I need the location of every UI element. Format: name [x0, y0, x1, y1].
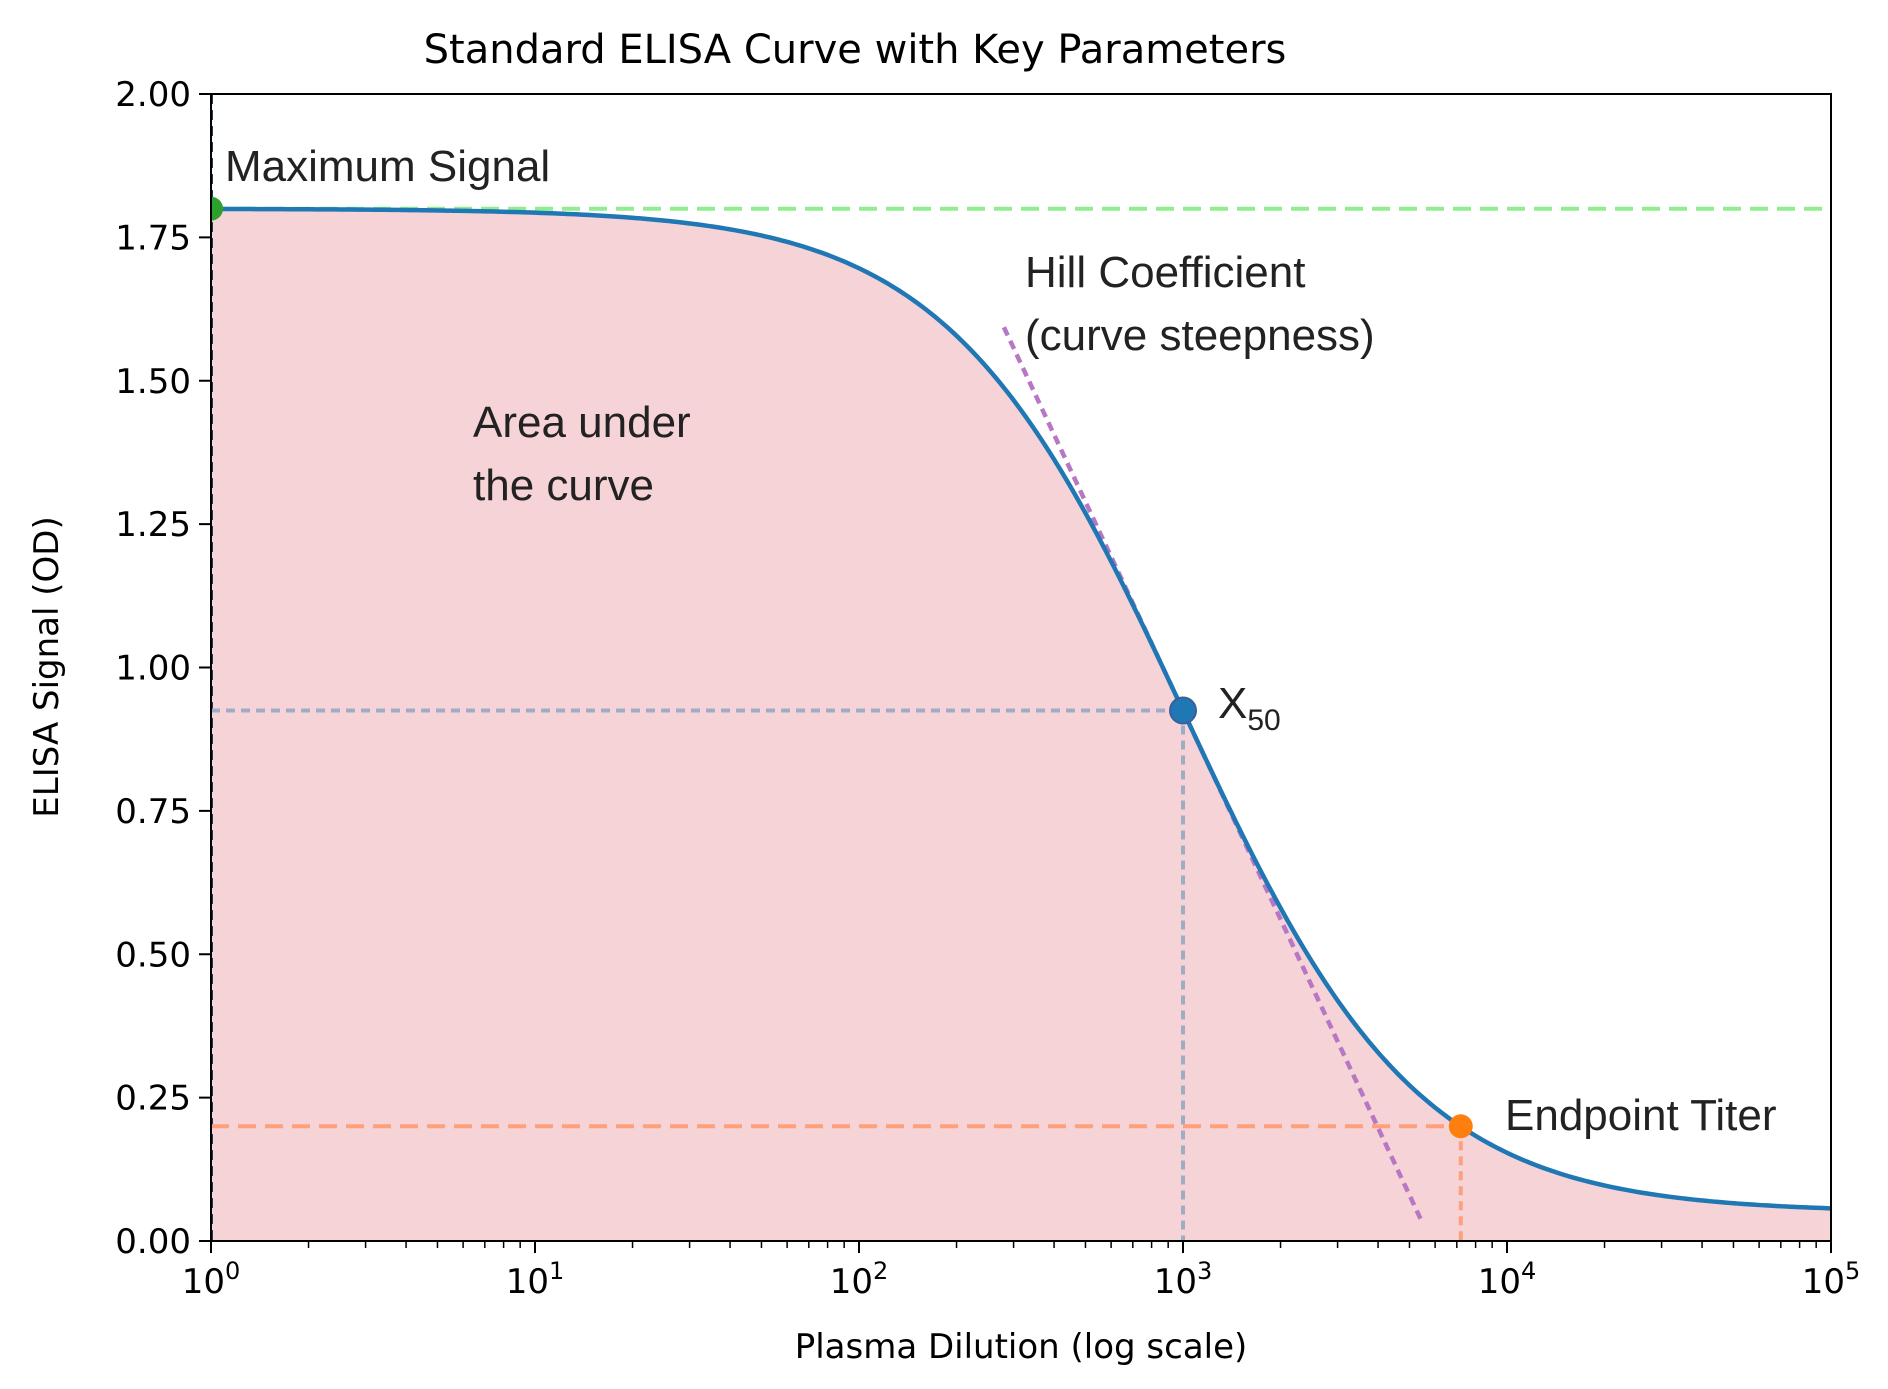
- y-tick-label: 1.00: [115, 649, 191, 689]
- y-tick-label: 1.50: [115, 362, 191, 402]
- x50-label-subscript: 50: [1247, 704, 1280, 737]
- endpoint-titer-label: Endpoint Titer: [1505, 1091, 1777, 1140]
- x-tick-label: 105: [1802, 1257, 1861, 1302]
- hill-coefficient-label-line1: Hill Coefficient: [1025, 248, 1305, 297]
- y-tick-label: 0.25: [115, 1079, 191, 1119]
- x50-label-main: X: [1218, 679, 1247, 728]
- x-tick-label-exponent: 4: [1521, 1257, 1536, 1285]
- y-tick-label: 0.75: [115, 792, 191, 832]
- x-tick-label-exponent: 1: [549, 1257, 564, 1285]
- x-tick-label: 104: [1478, 1257, 1537, 1302]
- area-under-curve: [211, 208, 1831, 1241]
- hill-coefficient-label-line2: (curve steepness): [1025, 311, 1375, 360]
- elisa-curve: [211, 206, 1831, 1211]
- maximum-signal-label: Maximum Signal: [225, 142, 550, 191]
- x-tick-label-base: 10: [1478, 1262, 1521, 1302]
- x50-point: [1169, 696, 1197, 725]
- chart-title: Standard ELISA Curve with Key Parameters: [424, 27, 1287, 73]
- y-tick-label: 2.00: [115, 75, 191, 115]
- y-tick-label: 1.25: [115, 505, 191, 545]
- maximum-signal-point: [211, 196, 223, 221]
- x50-label: X50: [1218, 679, 1281, 737]
- y-tick-label: 1.75: [115, 218, 191, 258]
- x-axis-label: Plasma Dilution (log scale): [795, 1327, 1248, 1367]
- x-tick-label-exponent: 3: [1197, 1257, 1212, 1285]
- x-tick-label: 102: [830, 1257, 889, 1302]
- plot-area: [211, 94, 1831, 1241]
- x-tick-label-base: 10: [1154, 1262, 1197, 1302]
- x-tick-label: 103: [1154, 1257, 1213, 1302]
- x-tick-label-base: 10: [1802, 1262, 1845, 1302]
- area-under-curve-label-line1: Area under: [473, 398, 691, 447]
- x-tick-label-exponent: 0: [225, 1257, 240, 1285]
- x-tick-label: 100: [182, 1257, 241, 1302]
- x-tick-label-base: 10: [182, 1262, 225, 1302]
- endpoint-titer-point: [1448, 1114, 1473, 1139]
- x-tick-label: 101: [506, 1257, 565, 1302]
- y-tick-label: 0.50: [115, 935, 191, 975]
- x-tick-label-exponent: 2: [873, 1257, 888, 1285]
- x-tick-label-base: 10: [830, 1262, 873, 1302]
- x-tick-label-exponent: 5: [1845, 1257, 1860, 1285]
- y-tick-label: 0.00: [115, 1222, 191, 1262]
- x-tick-label-base: 10: [506, 1262, 549, 1302]
- y-axis-label: ELISA Signal (OD): [27, 516, 67, 817]
- area-under-curve-label-line2: the curve: [473, 461, 654, 510]
